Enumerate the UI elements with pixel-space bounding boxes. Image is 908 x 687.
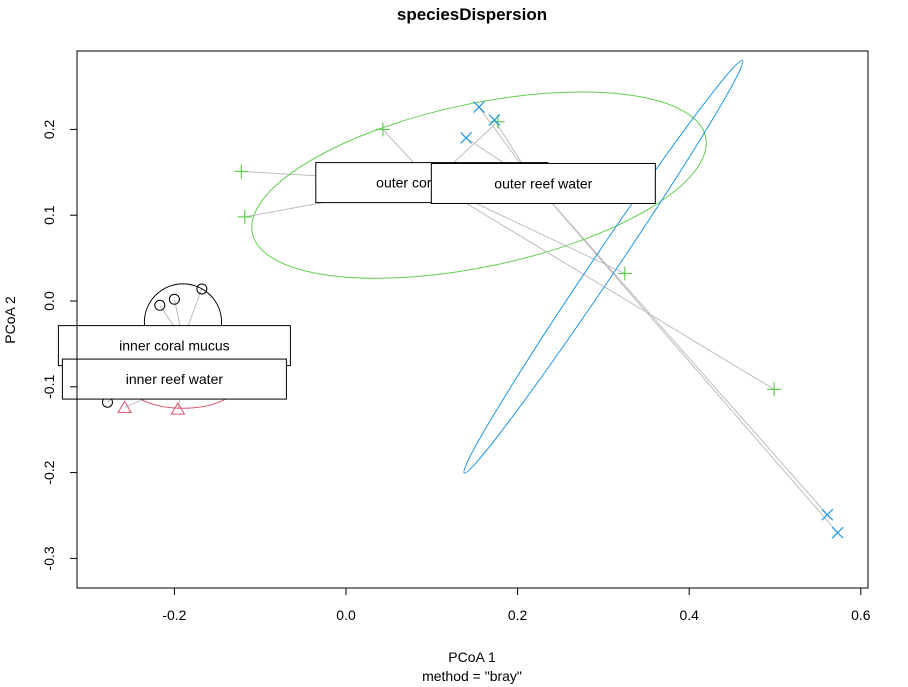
chart-subtitle: method = "bray"	[422, 668, 522, 684]
x-marker	[473, 101, 485, 114]
y-tick-label: 0.2	[41, 119, 57, 139]
group-ellipse	[251, 91, 707, 279]
plot-frame	[76, 50, 869, 589]
plus-marker	[375, 122, 390, 137]
plus-marker	[617, 266, 632, 281]
triangle-marker	[170, 402, 186, 415]
y-tick-label: -0.3	[41, 546, 57, 570]
chart-title: speciesDispersion	[397, 5, 547, 24]
spider-line	[534, 183, 828, 515]
plus-marker	[234, 164, 249, 179]
group-label-box	[430, 162, 656, 204]
x-marker-b	[460, 132, 473, 144]
y-tick-label: 0.0	[41, 291, 57, 311]
group-label: outer reef water	[430, 162, 656, 204]
y-axis-label: PCoA 2	[2, 296, 18, 344]
x-tick-label: 0.6	[851, 607, 871, 623]
group-label-box	[61, 358, 287, 400]
triangle-marker	[117, 400, 133, 413]
group-ellipse	[463, 59, 744, 474]
x-marker	[831, 526, 844, 539]
group-label: inner reef water	[61, 358, 287, 400]
y-axis: -0.3 -0.2 -0.1 0.0 0.1 0.2	[41, 119, 78, 570]
x-marker-b	[831, 526, 844, 539]
x-tick-label: 0.4	[679, 607, 699, 623]
x-marker-b	[488, 114, 501, 126]
plus-marker	[237, 209, 252, 224]
ellipses-layer	[126, 59, 744, 474]
group-label-text: inner coral mucus	[119, 338, 230, 354]
x-marker-b	[473, 101, 485, 114]
circle-marker	[168, 293, 180, 305]
x-marker	[488, 114, 501, 126]
y-tick-label: 0.1	[41, 205, 57, 225]
group-label-text: inner reef water	[126, 371, 224, 387]
x-tick-label: -0.2	[162, 607, 186, 623]
points-layer	[101, 101, 844, 539]
y-tick-label: -0.2	[41, 460, 57, 484]
x-marker	[821, 508, 834, 521]
x-axis: -0.2 0.0 0.2 0.4 0.6	[162, 587, 871, 623]
group-label-text: outer reef water	[494, 175, 592, 191]
circle-marker	[154, 299, 166, 311]
x-tick-label: 0.2	[508, 607, 528, 623]
x-marker	[460, 132, 473, 144]
spider-line	[431, 182, 775, 390]
x-tick-label: 0.0	[336, 607, 356, 623]
x-axis-label: PCoA 1	[448, 649, 496, 665]
spider-line	[534, 183, 839, 533]
y-tick-label: -0.1	[41, 375, 57, 399]
circle-marker	[196, 283, 208, 295]
plus-marker	[767, 382, 782, 397]
x-marker-b	[821, 508, 834, 521]
